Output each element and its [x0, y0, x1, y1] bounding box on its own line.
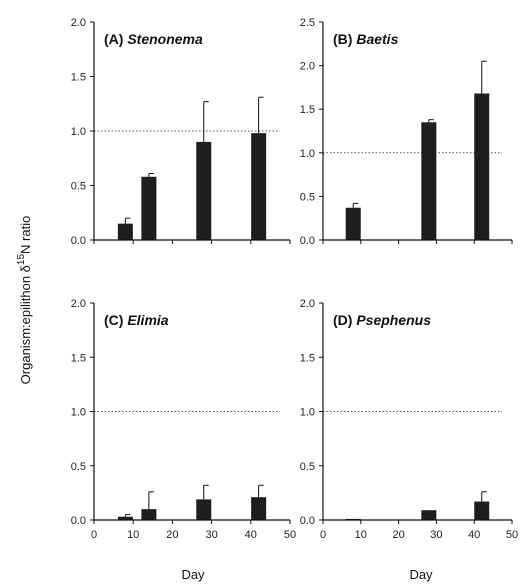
x-tick-label: 0	[320, 529, 326, 541]
bar	[117, 223, 133, 240]
panel-title-letter: (A)	[104, 31, 127, 47]
y-axis-label-superscript: 15	[16, 254, 27, 266]
y-tick-label: 0.0	[300, 235, 315, 247]
bar	[196, 141, 212, 240]
y-tick-label: 0.5	[71, 461, 86, 473]
x-tick-label: 0	[91, 529, 97, 541]
y-tick-label: 1.0	[300, 407, 315, 419]
bar	[421, 510, 437, 520]
bar	[474, 93, 490, 240]
panel-c: 0.0 0.5 1.0 1.5 2.0 0 10 20 30 40 50 (C) Elimia	[71, 298, 296, 541]
y-tick-label: 1.0	[71, 126, 86, 138]
x-tick-label: 10	[127, 529, 139, 541]
bar	[141, 509, 157, 520]
panel-b: 0.0 0.5 1.0 1.5 2.0 2.5 (B) Baetis	[300, 17, 513, 247]
x-tick-label: 40	[245, 529, 257, 541]
panel-title: (B) Baetis	[333, 31, 399, 47]
y-tick-label: 1.5	[300, 104, 315, 116]
y-tick-label: 1.0	[71, 407, 86, 419]
x-axis-label-right: Day	[409, 567, 433, 582]
y-tick-label: 0.0	[71, 515, 86, 527]
x-tick-label: 10	[355, 529, 367, 541]
y-tick-label: 1.5	[71, 72, 86, 84]
y-tick-label: 2.0	[71, 17, 86, 29]
x-tick-label: 30	[205, 529, 217, 541]
panel-a: 0.0 0.5 1.0 1.5 2.0 (A) Stenonema	[71, 17, 291, 247]
y-tick-label: 2.0	[71, 298, 86, 310]
x-tick-label: 50	[506, 529, 518, 541]
panel-title: (A) Stenonema	[104, 31, 203, 47]
panel-title: (D) Psephenus	[333, 312, 431, 328]
bar	[345, 207, 361, 240]
y-tick-label: 1.5	[71, 352, 86, 364]
y-tick-label: 2.0	[300, 61, 315, 73]
bar	[474, 501, 490, 520]
y-tick-label: 0.5	[300, 461, 315, 473]
panel-title-taxon: Psephenus	[356, 312, 431, 328]
y-tick-label: 2.5	[300, 17, 315, 29]
y-tick-label: 0.0	[300, 515, 315, 527]
y-tick-label: 1.5	[300, 352, 315, 364]
bar	[251, 497, 267, 520]
panel-title-letter: (C)	[104, 312, 127, 328]
x-tick-label: 30	[430, 529, 442, 541]
bar	[251, 133, 267, 240]
y-tick-label: 2.0	[300, 298, 315, 310]
x-tick-label: 40	[468, 529, 480, 541]
bar	[196, 499, 212, 520]
x-tick-label: 20	[392, 529, 404, 541]
panel-title-taxon: Baetis	[356, 31, 398, 47]
panel-title-letter: (D)	[333, 312, 356, 328]
x-tick-label: 50	[284, 529, 296, 541]
x-tick-label: 20	[166, 529, 178, 541]
y-tick-label: 0.5	[71, 181, 86, 193]
bar	[117, 516, 133, 520]
panel-title-letter: (B)	[333, 31, 356, 47]
bar	[141, 176, 157, 240]
y-tick-label: 0.5	[300, 191, 315, 203]
x-axis-label-left: Day	[181, 567, 205, 582]
y-tick-label: 1.0	[300, 148, 315, 160]
y-axis-label-prefix: Organism:epilithon δ	[18, 265, 33, 384]
panel-title: (C) Elimia	[104, 312, 169, 328]
panel-title-taxon: Stenonema	[127, 31, 203, 47]
panel-title-taxon: Elimia	[127, 312, 168, 328]
y-tick-label: 0.0	[71, 235, 86, 247]
y-axis-label: Organism:epilithon δ15N ratio	[16, 216, 33, 385]
y-axis-label-suffix: N ratio	[18, 216, 33, 254]
panel-d: 0.0 0.5 1.0 1.5 2.0 0 10 20 30 40 50 (D) Psephenus	[300, 298, 518, 541]
bar	[421, 122, 437, 240]
